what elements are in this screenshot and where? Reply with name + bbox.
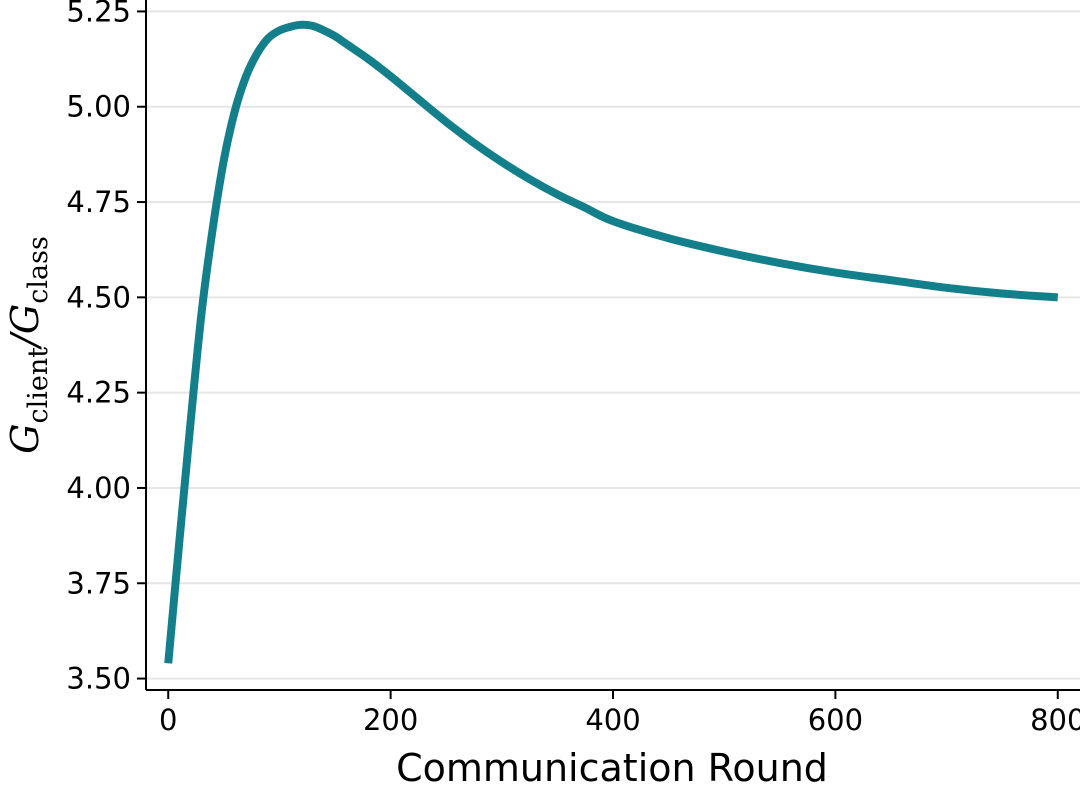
- x-tick-label: 400: [585, 703, 640, 737]
- x-tick-label: 600: [808, 703, 863, 737]
- y-tick-label: 5.25: [66, 0, 131, 28]
- x-tick-label: 0: [159, 703, 177, 737]
- y-tick-label: 5.00: [66, 90, 131, 124]
- x-axis-ticks: 0 200 400 600 800: [159, 690, 1080, 737]
- y-tick-label: 4.75: [66, 185, 131, 219]
- y-label-numerator: G: [3, 424, 47, 454]
- grid-lines: [146, 10, 1080, 680]
- y-label-numerator-sub: client: [23, 347, 54, 424]
- y-label-denominator: G: [3, 304, 47, 334]
- x-tick-label: 200: [363, 703, 418, 737]
- x-axis-label: Communication Round: [396, 746, 828, 790]
- y-tick-label: 4.25: [66, 376, 131, 410]
- y-label-separator: /: [3, 331, 47, 351]
- y-tick-label: 4.50: [66, 280, 131, 314]
- series-line: [164, 20, 1059, 664]
- y-axis-label: Gclient/Gclass: [3, 236, 54, 454]
- y-tick-label: 3.50: [66, 662, 131, 696]
- y-tick-label: 4.00: [66, 471, 131, 505]
- y-tick-label: 3.75: [66, 566, 131, 600]
- y-label-denominator-sub: class: [23, 236, 54, 304]
- x-tick-label: 800: [1030, 703, 1080, 737]
- y-axis-ticks: 3.50 3.75 4.00 4.25 4.50 4.75 5.00 5.25: [66, 0, 146, 696]
